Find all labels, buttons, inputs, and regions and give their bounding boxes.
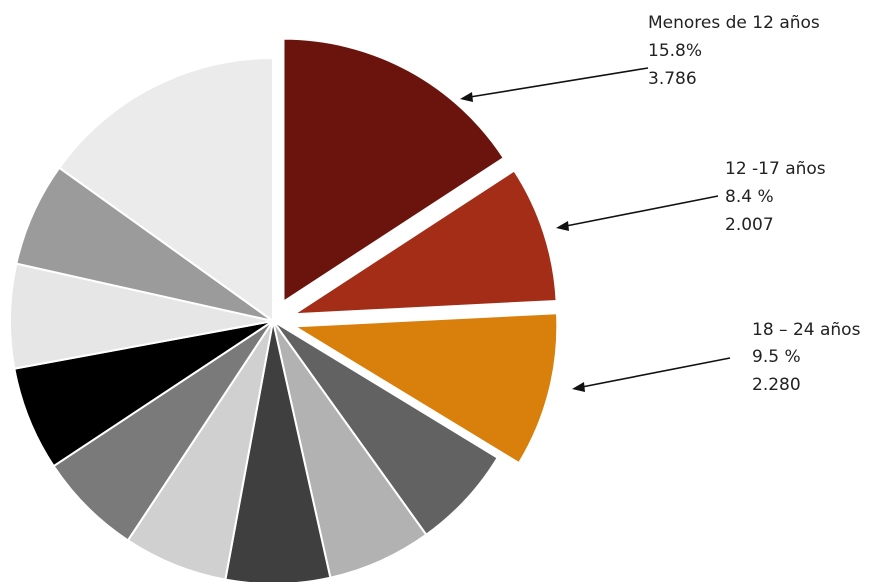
callout-arrow-line-18-24 bbox=[581, 357, 731, 388]
callout-arrow-line-12-17 bbox=[565, 195, 719, 227]
callout-value-18-24: 2.280 bbox=[752, 375, 801, 395]
pie-slice-2 bbox=[290, 169, 558, 316]
pie-slices bbox=[9, 37, 559, 582]
callout-arrow-head-menores-12 bbox=[460, 92, 473, 102]
callout-value-menores-12: 3.786 bbox=[648, 69, 697, 89]
pie-slice-3 bbox=[291, 312, 559, 465]
callout-label-menores-12: Menores de 12 años bbox=[648, 13, 820, 33]
callout-label-18-24: 18 – 24 años bbox=[752, 320, 861, 340]
callout-percent-12-17: 8.4 % bbox=[725, 187, 774, 207]
callout-value-12-17: 2.007 bbox=[725, 215, 774, 235]
callout-menores-12: Menores de 12 años 15.8% 3.786 bbox=[460, 13, 820, 102]
callout-12-17: 12 -17 años 8.4 % 2.007 bbox=[556, 159, 826, 235]
callout-arrow-line-menores-12 bbox=[469, 67, 649, 98]
callout-18-24: 18 – 24 años 9.5 % 2.280 bbox=[572, 320, 861, 395]
callout-arrow-head-18-24 bbox=[572, 382, 585, 392]
pie-slice-12 bbox=[57, 56, 274, 323]
callout-percent-menores-12: 15.8% bbox=[648, 41, 702, 61]
callout-arrow-head-12-17 bbox=[556, 221, 569, 231]
callout-label-12-17: 12 -17 años bbox=[725, 159, 826, 179]
callout-percent-18-24: 9.5 % bbox=[752, 347, 801, 367]
pie-slice-1 bbox=[282, 37, 506, 304]
